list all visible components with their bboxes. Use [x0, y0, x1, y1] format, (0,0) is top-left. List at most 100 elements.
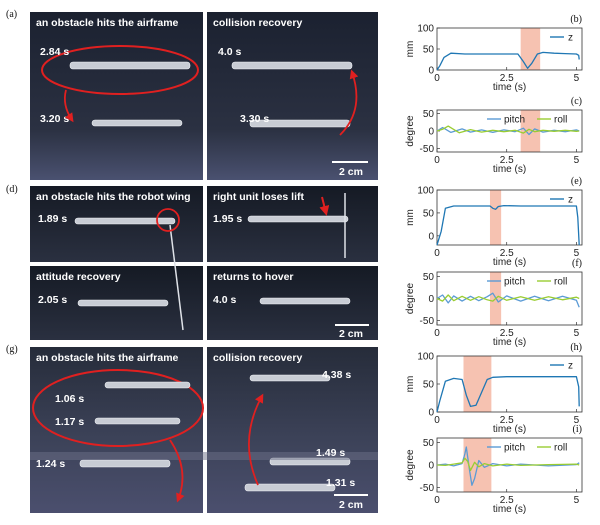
robot-image — [79, 374, 351, 492]
photo-title: an obstacle hits the airframe — [36, 17, 179, 29]
timestamp-label: 1.95 s — [213, 213, 242, 225]
series-line-roll — [436, 457, 580, 472]
chart-b: (b) 0 50 100 0 2.5 5 time (s) mm z — [405, 14, 583, 93]
legend-label: roll — [554, 443, 567, 454]
photo-title: collision recovery — [213, 17, 302, 29]
y-tick-label: 0 — [428, 408, 434, 419]
event-highlight — [520, 28, 541, 70]
collision-ellipse — [41, 45, 199, 95]
photo-title: returns to hover — [213, 271, 294, 283]
legend-label: z — [568, 33, 573, 44]
x-tick-label: 5 — [574, 248, 580, 259]
x-tick-label: 0 — [434, 495, 440, 506]
y-tick-label: 50 — [423, 380, 435, 391]
photo-title: an obstacle hits the airframe — [36, 352, 179, 364]
y-axis-label: degree — [405, 449, 416, 481]
panel-letter-a: (a) — [6, 9, 17, 20]
y-tick-label: 100 — [417, 24, 434, 35]
photo-title: an obstacle hits the robot wing — [36, 191, 191, 203]
panel-letter-i: (i) — [573, 424, 582, 435]
y-tick-label: 50 — [423, 208, 435, 219]
axes-frame — [436, 27, 583, 71]
legend-label: roll — [554, 115, 567, 126]
series-line-z — [436, 376, 580, 413]
series-line-z — [436, 51, 580, 71]
timestamp-label: 1.31 s — [326, 477, 355, 489]
photo-g-left — [30, 347, 203, 513]
panel-letter-d: (d) — [6, 184, 18, 195]
x-tick-label: 0 — [434, 155, 440, 166]
photo-title: attitude recovery — [36, 271, 121, 283]
axes-frame — [436, 189, 583, 246]
x-tick-label: 2.5 — [500, 495, 514, 506]
x-tick-label: 2.5 — [500, 73, 514, 84]
motion-arrow — [248, 393, 264, 486]
y-tick-label: 0 — [428, 127, 434, 138]
y-axis-label: mm — [405, 41, 416, 58]
panel-letter-b: (b) — [570, 14, 582, 25]
y-tick-label: -50 — [420, 316, 435, 327]
timestamp-label: 1.24 s — [36, 458, 65, 470]
photo-panel-g: (g) an obstacle hits the airframe collis… — [6, 344, 378, 513]
panel-letter-f: (f) — [572, 258, 582, 269]
timestamp-label: 4.0 s — [218, 46, 242, 58]
x-tick-label: 2.5 — [500, 248, 514, 259]
x-tick-label: 2.5 — [500, 155, 514, 166]
motion-arrow — [339, 69, 359, 136]
legend-label: pitch — [504, 277, 525, 288]
y-axis-label: degree — [405, 115, 416, 147]
photo-a-right — [207, 12, 378, 180]
event-highlight — [489, 190, 502, 245]
legend-label: z — [568, 195, 573, 206]
x-tick-label: 0 — [434, 328, 440, 339]
x-tick-label: 0 — [434, 248, 440, 259]
y-axis-label: degree — [405, 282, 416, 314]
photo-a-left — [30, 12, 203, 180]
y-tick-label: 0 — [428, 461, 434, 472]
legend-label: roll — [554, 277, 567, 288]
x-axis-label: time (s) — [493, 504, 526, 515]
scale-label: 2 cm — [339, 499, 363, 511]
x-axis-label: time (s) — [493, 82, 526, 93]
robot-image — [74, 215, 351, 307]
photo-d-tr — [207, 186, 378, 262]
scale-label: 2 cm — [339, 166, 363, 178]
series-line-roll — [436, 125, 580, 134]
legend-label: pitch — [504, 115, 525, 126]
panel-letter-g: (g) — [6, 344, 18, 355]
x-tick-label: 5 — [574, 495, 580, 506]
x-tick-label: 0 — [434, 73, 440, 84]
event-highlight — [520, 110, 541, 152]
impact-circle — [156, 208, 180, 232]
series-line-z — [436, 204, 580, 246]
y-tick-label: -50 — [420, 144, 435, 155]
timestamp-label: 2.84 s — [40, 46, 69, 58]
legend-label: z — [568, 361, 573, 372]
timestamp-label: 1.49 s — [316, 447, 345, 459]
collision-ellipse — [32, 369, 204, 447]
x-tick-label: 2.5 — [500, 415, 514, 426]
panel-letter-h: (h) — [570, 342, 582, 353]
timestamp-label: 3.20 s — [40, 113, 69, 125]
x-axis-label: time (s) — [493, 424, 526, 435]
y-tick-label: 0 — [428, 231, 434, 242]
table-edge — [30, 452, 378, 460]
photo-panel-d: (d) an obstacle hits the robot wing righ… — [6, 184, 378, 340]
timestamp-label: 2.05 s — [38, 294, 67, 306]
timestamp-label: 4.0 s — [213, 294, 237, 306]
timestamp-label: 3.30 s — [240, 113, 269, 125]
y-axis-label: mm — [405, 376, 416, 393]
panel-letter-c: (c) — [571, 96, 582, 107]
photo-title: right unit loses lift — [213, 191, 305, 203]
chart-e: (e) 0 50 100 0 2.5 5 time (s) mm z — [405, 176, 583, 268]
timestamp-label: 4.38 s — [322, 369, 351, 381]
x-axis-label: time (s) — [493, 337, 526, 348]
y-tick-label: 50 — [423, 438, 435, 449]
timestamp-label: 1.89 s — [38, 213, 67, 225]
timestamp-label: 1.17 s — [55, 416, 84, 428]
